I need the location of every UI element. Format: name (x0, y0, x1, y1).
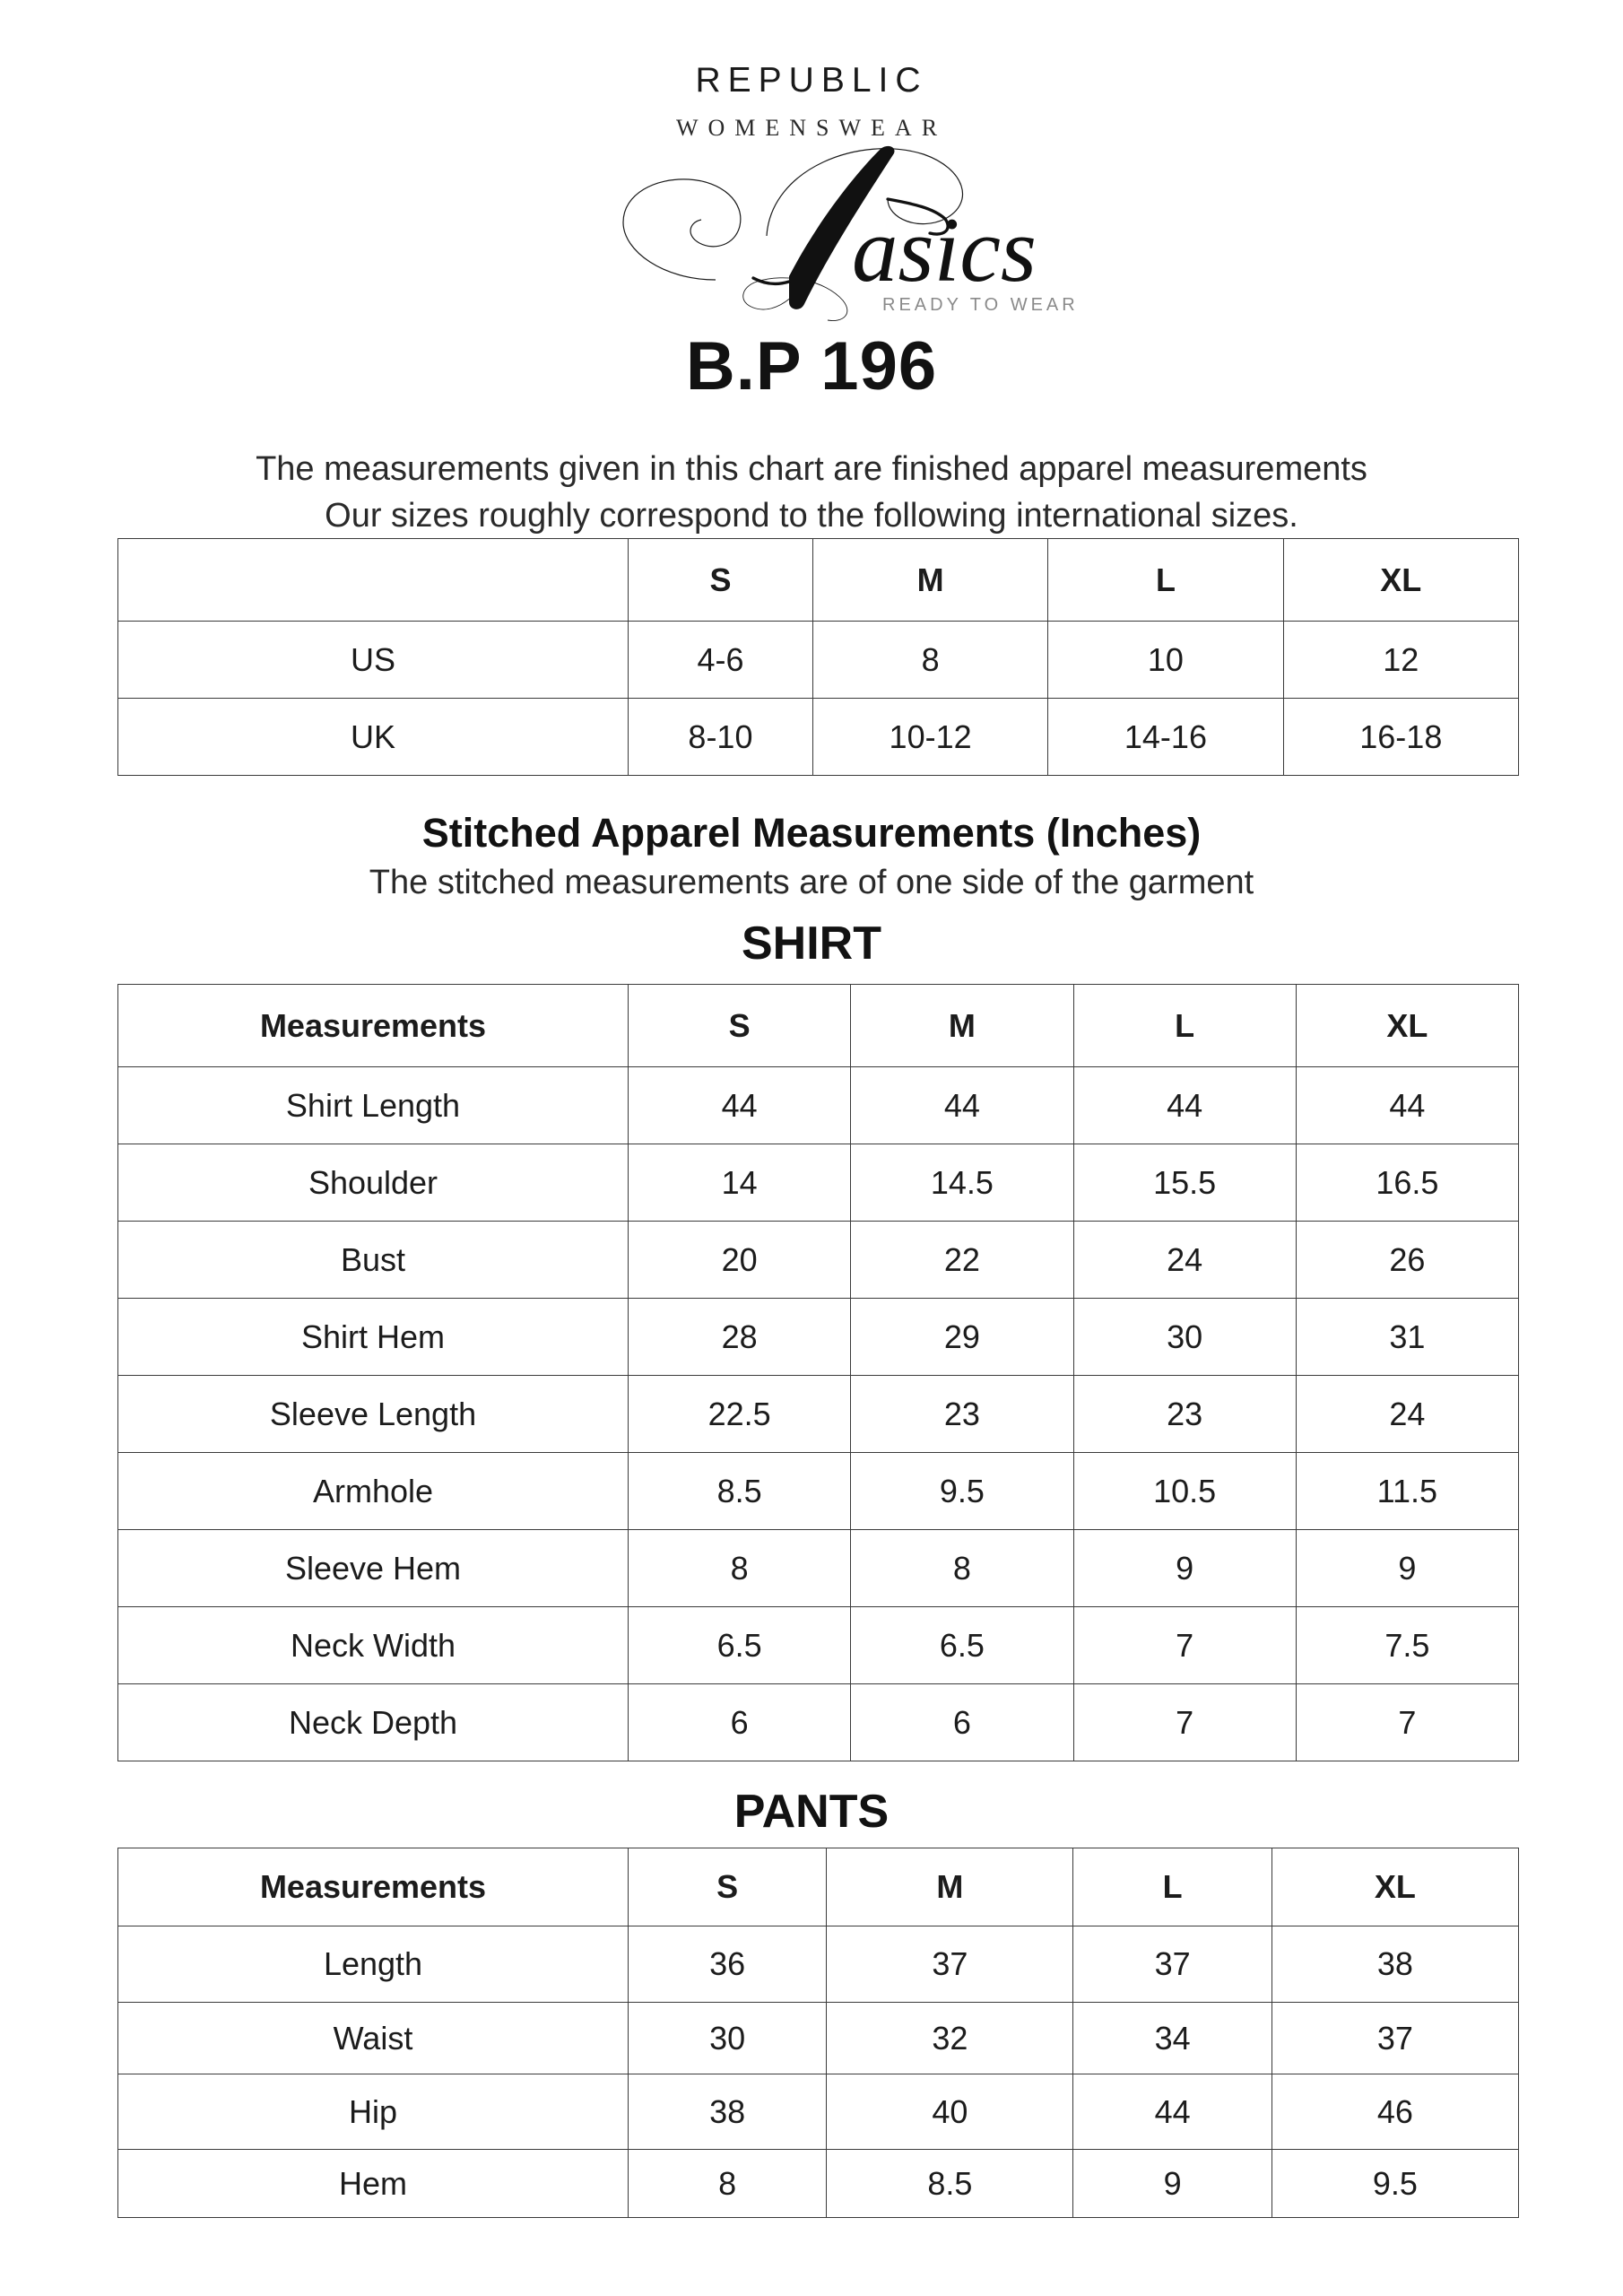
svg-text:asics: asics (852, 199, 1037, 301)
svg-text:READY TO WEAR: READY TO WEAR (882, 295, 1079, 315)
